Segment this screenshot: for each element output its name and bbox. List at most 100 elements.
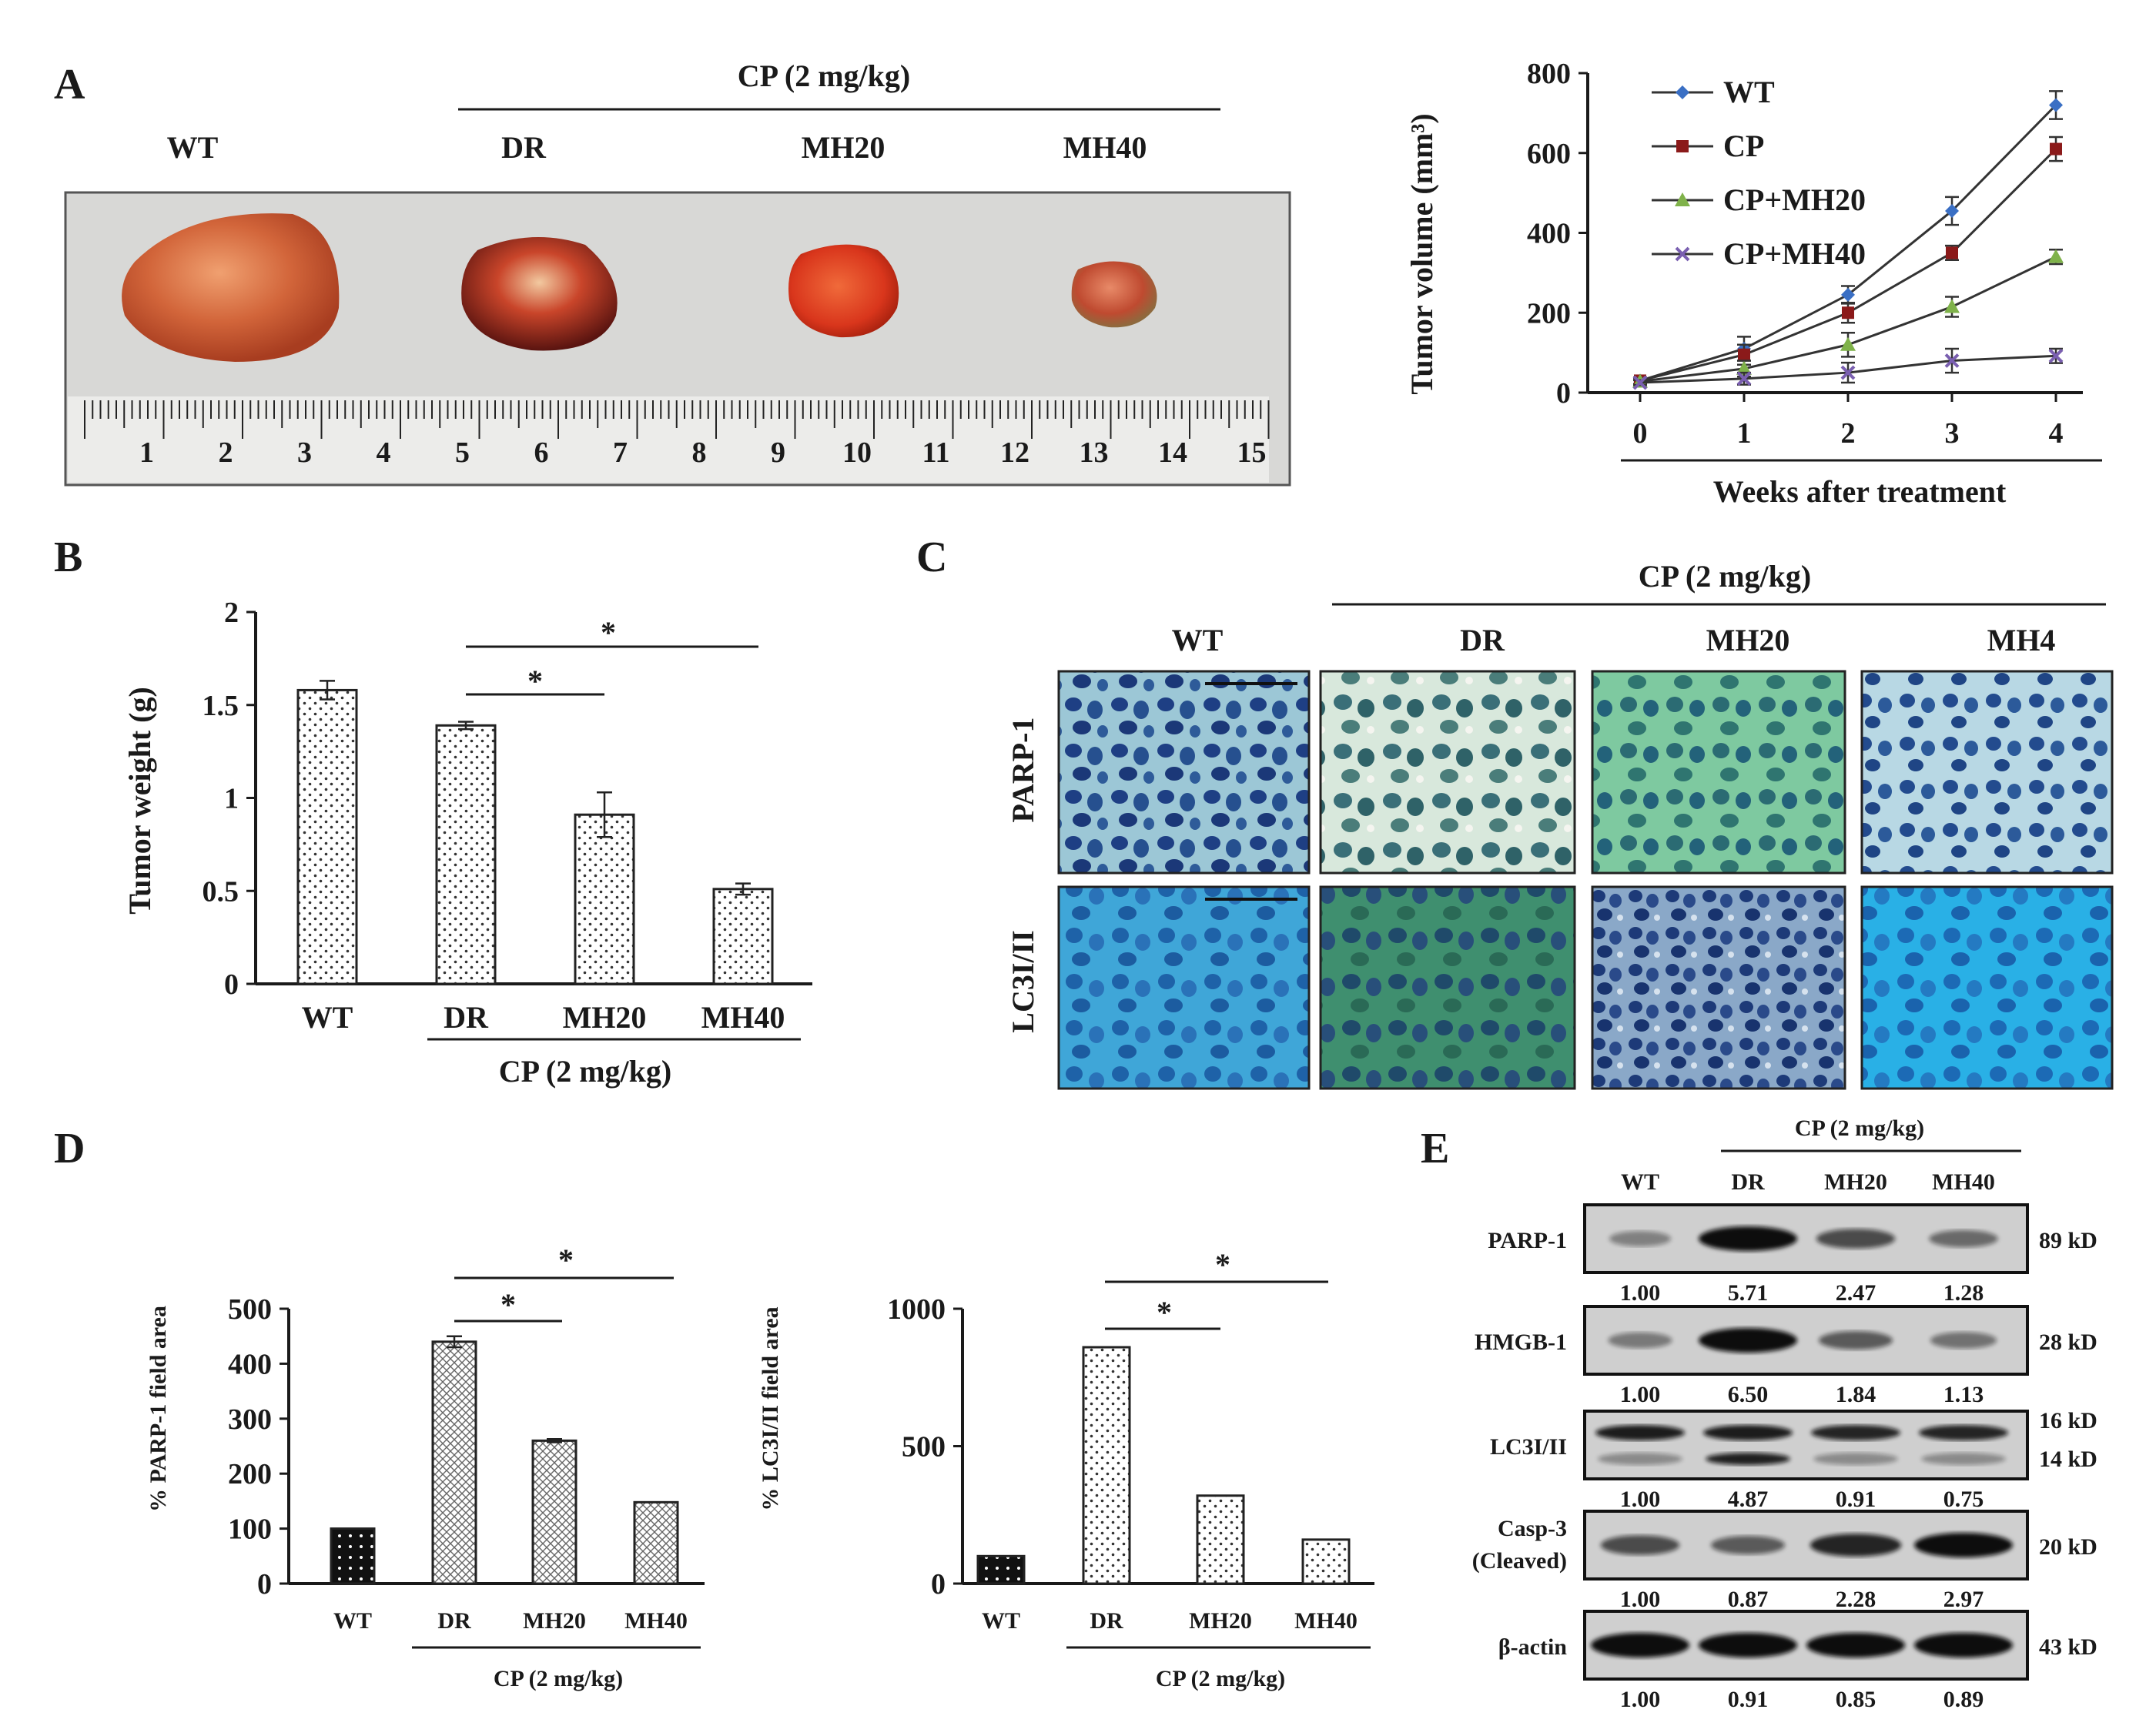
bar-dr — [431, 1340, 477, 1585]
weight-cp-footer: CP (2 mg/kg) — [499, 1054, 671, 1089]
parp1-sig-star-2: * — [500, 1287, 516, 1322]
x-category-label: WT — [982, 1608, 1020, 1634]
blot-band — [1819, 1331, 1893, 1350]
ruler-number: 12 — [1000, 437, 1029, 469]
x-category-label: MH20 — [1189, 1608, 1252, 1634]
weight-sig-star-2: * — [527, 664, 543, 698]
weight-sig-star-1: * — [601, 615, 616, 650]
y-tick-label: 0 — [931, 1568, 946, 1601]
volume-point — [1945, 203, 1959, 218]
parp1-sig-star-1: * — [558, 1243, 574, 1277]
ruler-number: 14 — [1158, 437, 1187, 469]
volume-point — [1946, 246, 1958, 259]
blot-membrane — [1583, 1410, 2029, 1480]
legend-label: CP+MH40 — [1723, 236, 1866, 271]
panel-a-group-mh40: MH40 — [1063, 130, 1147, 165]
y-tick-label: 2 — [224, 597, 239, 629]
panel-c-row-parp1: PARP-1 — [1006, 717, 1040, 823]
legend-marker — [1676, 140, 1689, 152]
volume-point — [1840, 336, 1856, 351]
bar-dr — [1082, 1346, 1131, 1585]
blot-band — [1810, 1534, 1902, 1557]
x-category-label: MH40 — [1294, 1608, 1358, 1634]
y-tick-label: 500 — [902, 1431, 946, 1463]
bar-mh20 — [531, 1439, 578, 1585]
error-bar — [597, 791, 612, 838]
ruler-number: 11 — [922, 437, 950, 469]
ihc-lc3-mh20 — [1591, 885, 1846, 1090]
blot-size: 28 kD — [2039, 1330, 2097, 1355]
lc3-ylabel: % LC3I/II field area — [758, 1306, 783, 1510]
blot-value: 0.91 — [1836, 1487, 1876, 1512]
blot-band — [1600, 1535, 1680, 1555]
panel-c-col-wt: WT — [1172, 623, 1224, 657]
volume-y-tick-label: 0 — [1556, 377, 1571, 410]
ruler-number: 1 — [139, 437, 154, 469]
lc3-sig-star-2: * — [1157, 1295, 1172, 1330]
blot-name-2: (Cleaved) — [1472, 1548, 1567, 1574]
blot-value: 1.13 — [1943, 1382, 1984, 1407]
panel-c-col-mh4: MH4 — [1987, 623, 2056, 657]
ruler-number: 15 — [1237, 437, 1267, 469]
lc3-sig-star-1: * — [1215, 1247, 1230, 1282]
legend-marker — [1675, 192, 1690, 206]
y-tick-label: 0 — [257, 1568, 272, 1601]
panel-c-row-lc3: LC3I/II — [1006, 930, 1040, 1032]
blot-value: 1.84 — [1836, 1382, 1876, 1407]
panel-d-label: D — [54, 1125, 85, 1172]
blot-band — [1609, 1231, 1671, 1246]
blot-size: 20 kD — [2039, 1534, 2097, 1560]
panel-e-cp-header: CP (2 mg/kg) — [1795, 1116, 1924, 1141]
tumor-mh20 — [788, 244, 899, 338]
error-bar — [447, 1335, 462, 1349]
blot-casp-3: 1.00 0.87 2.28 2.97 Casp-3 (Cleaved) 20 kD — [1472, 1510, 2097, 1612]
ruler-ticks — [84, 400, 1270, 439]
blot-value: 1.00 — [1620, 1280, 1661, 1306]
blot-band — [1921, 1453, 2006, 1465]
ihc-lc3-mh4 — [1860, 885, 2114, 1090]
legend-marker — [1676, 85, 1689, 99]
blot-band — [1598, 1453, 1682, 1465]
blot-band — [1706, 1453, 1790, 1465]
panel-c-label: C — [916, 534, 947, 581]
bar-wt — [330, 1527, 376, 1585]
ruler-number: 5 — [455, 437, 470, 469]
ruler-number: 6 — [534, 437, 549, 469]
y-tick-label: 0 — [224, 968, 239, 1001]
blot-value: 0.75 — [1943, 1487, 1984, 1512]
panel-b-label: B — [54, 534, 82, 581]
x-category-label: MH20 — [523, 1608, 586, 1634]
bar-mh20 — [574, 813, 635, 985]
volume-point — [1841, 287, 1855, 302]
blot-value: 1.00 — [1620, 1487, 1661, 1512]
volume-series — [1632, 90, 2064, 390]
legend-label: CP — [1723, 129, 1764, 163]
blot-name: LC3I/II — [1490, 1434, 1567, 1460]
bar-mh20 — [1196, 1494, 1245, 1585]
blot-size: 89 kD — [2039, 1228, 2097, 1253]
volume-point — [1736, 371, 1752, 386]
blot-value: 0.85 — [1836, 1687, 1876, 1712]
blot-band — [1699, 1633, 1797, 1657]
x-category-label: MH40 — [624, 1608, 688, 1634]
error-bar — [320, 680, 335, 701]
volume-y-tick-label: 800 — [1527, 58, 1571, 90]
volume-point — [1736, 360, 1752, 375]
y-tick-label: 1 — [224, 783, 239, 815]
volume-legend: WT CP CP+MH20 CP+MH40 — [1652, 75, 1866, 271]
legend-label: CP+MH20 — [1723, 182, 1866, 217]
volume-point — [1840, 365, 1856, 380]
ruler-numbers: 1 2 3 4 5 6 7 8 9 10 11 12 13 14 15 — [139, 437, 1267, 469]
ruler-number: 13 — [1080, 437, 1109, 469]
ihc-images — [1057, 670, 2114, 1090]
x-category-label: DR — [444, 1000, 489, 1035]
blot-parp-1: 1.00 5.71 2.47 1.28 PARP-1 89 kD — [1488, 1203, 2097, 1306]
volume-x-tick-label: 1 — [1737, 417, 1752, 450]
blot-value: 4.87 — [1728, 1487, 1769, 1512]
weight-ylabel: Tumor weight (g) — [122, 687, 157, 915]
x-category-label: WT — [333, 1608, 372, 1634]
blot-value: 6.50 — [1728, 1382, 1769, 1407]
blot-hmgb-1: 1.00 6.50 1.84 1.13 HMGB-1 28 kD — [1475, 1305, 2097, 1407]
volume-point — [1632, 375, 1648, 390]
blot-column-label: DR — [1731, 1169, 1765, 1195]
